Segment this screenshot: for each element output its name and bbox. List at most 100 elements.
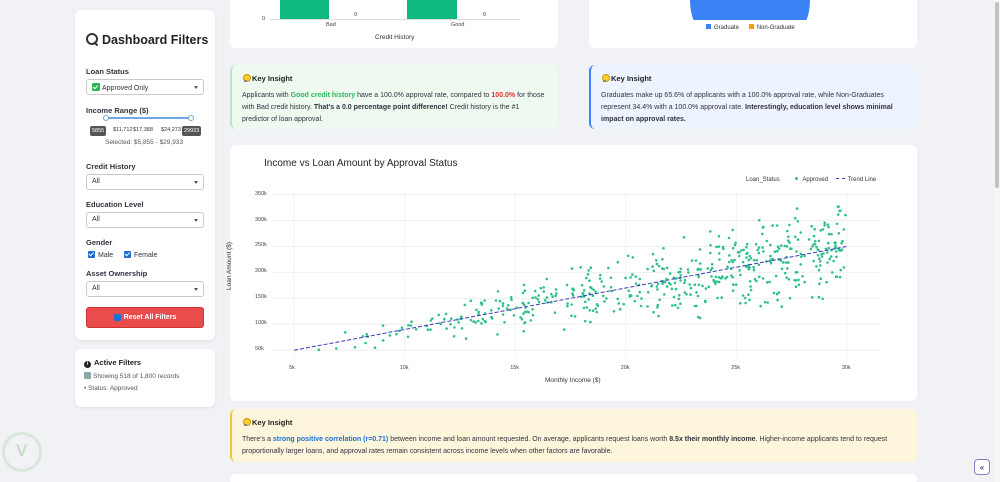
scatter-point (712, 278, 715, 282)
scatter-point (701, 284, 704, 288)
scatter-point (793, 216, 797, 220)
scatter-point (825, 280, 828, 284)
x-tick-label: 25k (731, 365, 741, 371)
scatter-point (566, 304, 569, 308)
scatter-point (673, 303, 677, 307)
scatter-point (706, 267, 710, 270)
scatter-point (477, 319, 480, 323)
scatter-point (757, 263, 761, 267)
check-icon (92, 83, 100, 91)
income-slider-min-knob[interactable] (103, 115, 109, 121)
scatter-point (698, 316, 702, 320)
scatter-point (609, 276, 613, 280)
scatter-point (766, 301, 769, 304)
scrollbar-thumb[interactable] (995, 2, 999, 188)
scatter-point (555, 292, 558, 295)
scatter-point (755, 259, 759, 262)
scatter-point (527, 301, 530, 305)
scatter-point (709, 268, 713, 272)
scatter-point (776, 245, 780, 248)
scatter-point (717, 252, 721, 255)
scatter-point (546, 301, 549, 304)
scatter-point (795, 250, 798, 253)
scatter-point (830, 233, 833, 236)
asset-select[interactable]: All (86, 281, 204, 297)
scatter-point (788, 241, 791, 244)
credit-history-select[interactable]: All (86, 174, 204, 190)
scatter-point (816, 254, 820, 257)
scatter-point (609, 286, 613, 289)
reset-filters-button[interactable]: Reset All Filters (86, 307, 204, 328)
scatter-point (522, 312, 525, 315)
scatter-point (731, 228, 734, 232)
scatter-point (400, 326, 404, 330)
income-slider-max-knob[interactable] (188, 115, 194, 121)
scatter-point (693, 304, 697, 308)
scatter-point (523, 289, 527, 292)
education-select[interactable]: All (86, 212, 204, 228)
scatter-point (520, 318, 524, 321)
scatter-point (810, 296, 814, 299)
scatter-point (818, 257, 821, 261)
scatter-point (740, 249, 743, 252)
scatter-point (381, 324, 385, 327)
scatter-point (796, 220, 800, 223)
scatter-point (837, 213, 840, 216)
scatter-point (788, 223, 791, 227)
active-filters-status: • Status: Approved (84, 385, 138, 392)
scatter-point (453, 326, 456, 329)
scatter-point (752, 265, 755, 269)
scatter-point (612, 310, 616, 313)
y-tick-label: 150k (255, 294, 267, 301)
insight-title: Key Insight (242, 73, 548, 85)
scatter-point (749, 257, 753, 260)
scatter-point (536, 298, 539, 301)
bar-value-label: 0 (354, 12, 358, 18)
loan-status-select[interactable]: Approved Only (86, 79, 204, 95)
gender-male-checkbox[interactable]: Male (88, 251, 113, 259)
scatter-point (766, 281, 769, 284)
scatter-point (572, 288, 576, 292)
search-icon (86, 33, 98, 45)
scatter-point (796, 238, 800, 241)
refresh-icon (113, 314, 121, 321)
scatter-point (646, 267, 649, 271)
scatter-point (585, 276, 588, 280)
scatter-point (693, 283, 697, 287)
scatter-point (437, 313, 441, 317)
scatter-point (800, 255, 803, 259)
scatter-point (813, 240, 817, 243)
scatter-point (617, 302, 620, 305)
gender-female-checkbox[interactable]: Female (124, 251, 157, 259)
scatter-point (550, 292, 553, 296)
scatter-point (822, 252, 825, 255)
scatter-point (364, 341, 367, 345)
scatter-point (772, 291, 776, 295)
scatter-point (803, 280, 806, 284)
scatter-point (501, 304, 505, 308)
income-slider-track[interactable] (105, 117, 191, 119)
scatter-point (573, 315, 577, 318)
scrollbar-track[interactable] (994, 0, 1000, 482)
scatter-point (571, 294, 575, 297)
correlation-insight-card: Key Insight There's a strong positive co… (230, 409, 917, 462)
scatter-point (624, 276, 627, 280)
scatter-point (824, 247, 828, 251)
scatter-point (827, 246, 831, 250)
scatter-point (639, 304, 643, 308)
scatter-point (809, 247, 813, 251)
scatter-point (795, 207, 799, 210)
scatter-point (844, 213, 847, 217)
collapse-sidebar-button[interactable]: « (974, 459, 990, 475)
scatter-point (590, 287, 593, 290)
scatter-chart-card (230, 145, 917, 401)
y-tick-label: 50k (255, 346, 264, 353)
scatter-point (801, 275, 804, 278)
scatter-point (529, 319, 533, 322)
scatter-point (777, 247, 781, 250)
scatter-point (429, 328, 432, 331)
scatter-point (696, 294, 700, 298)
scatter-point (812, 259, 815, 263)
scatter-point (439, 322, 443, 326)
y-tick-label: 200k (255, 268, 267, 275)
